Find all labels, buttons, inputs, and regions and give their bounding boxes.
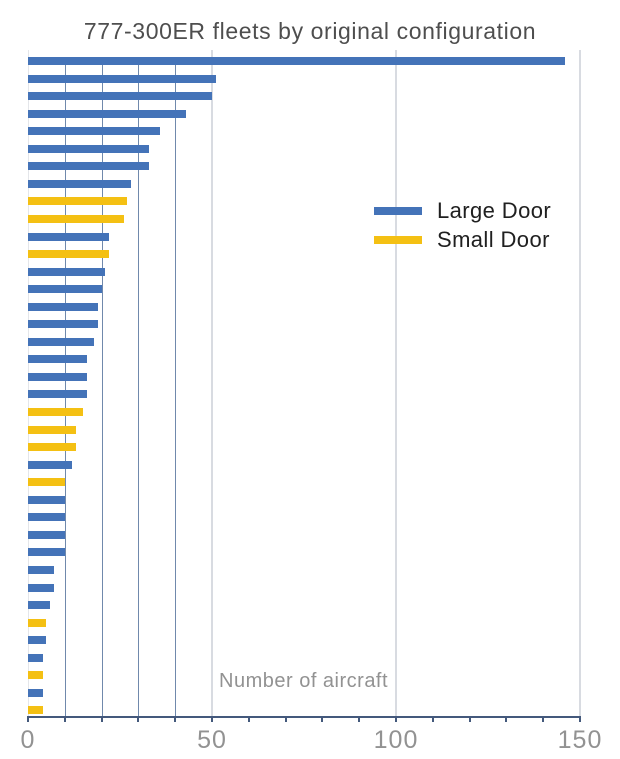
- bar-large-door: [28, 601, 51, 610]
- axis-tick-130: [505, 716, 508, 722]
- axis-tick-0: [27, 716, 29, 722]
- gridline-0: [28, 50, 29, 716]
- legend: Large Door Small Door: [374, 196, 551, 254]
- bar-small-door: [28, 408, 84, 416]
- bar-small-door: [28, 706, 43, 715]
- chart-title: 777-300ER fleets by original configurati…: [83, 18, 537, 44]
- axis-tick-30: [137, 716, 140, 722]
- axis-tick-40: [174, 716, 177, 722]
- gridline-150: [579, 50, 581, 716]
- gridline-100: [395, 50, 397, 716]
- bar-large-door: [28, 109, 187, 118]
- axis-tick-80: [321, 716, 324, 722]
- legend-label-large-door: Large Door: [437, 197, 552, 223]
- axis-tick-110: [431, 716, 434, 722]
- bar-large-door: [28, 302, 98, 311]
- bar-large-door: [28, 495, 65, 504]
- bar-large-door: [28, 179, 132, 188]
- x-tick-label-150: 150: [557, 726, 603, 754]
- gridline-30: [138, 65, 140, 716]
- bar-large-door: [28, 548, 65, 557]
- legend-item-large-door: Large Door: [374, 196, 551, 225]
- axis-tick-70: [284, 716, 287, 722]
- large-door-swatch: [374, 206, 422, 215]
- gridline-50: [211, 50, 213, 716]
- bar-large-door: [28, 583, 54, 592]
- bar-large-door: [28, 636, 47, 645]
- bar-large-door: [28, 565, 54, 574]
- bar-large-door: [28, 460, 73, 469]
- axis-tick-50: [211, 716, 213, 722]
- bar-small-door: [28, 443, 76, 452]
- axis-tick-20: [100, 716, 103, 722]
- x-tick-label-100: 100: [373, 726, 419, 754]
- bar-large-door: [28, 267, 106, 276]
- bar-large-door: [28, 355, 87, 364]
- bar-large-door: [28, 320, 98, 329]
- bar-large-door: [28, 74, 216, 83]
- bar-large-door: [28, 688, 43, 697]
- bar-large-door: [28, 144, 150, 153]
- bar-large-door: [28, 57, 566, 65]
- bar-large-door: [28, 372, 87, 381]
- legend-item-small-door: Small Door: [374, 225, 551, 254]
- axis-tick-90: [358, 716, 361, 722]
- axis-tick-10: [63, 716, 66, 722]
- gridline-40: [175, 65, 177, 716]
- bar-large-door: [28, 232, 109, 241]
- gridline-20: [101, 65, 103, 716]
- axis-tick-120: [468, 716, 471, 722]
- x-axis-label: Number of aircraft: [219, 670, 389, 692]
- bar-small-door: [28, 425, 76, 434]
- bar-large-door: [28, 92, 212, 101]
- bar-small-door: [28, 618, 47, 627]
- bar-small-door: [28, 671, 43, 680]
- axis-tick-100: [395, 716, 397, 722]
- bar-large-door: [28, 530, 65, 539]
- small-door-swatch: [374, 235, 422, 244]
- bar-small-door: [28, 478, 65, 487]
- legend-label-small-door: Small Door: [437, 226, 550, 252]
- x-tick-label-0: 0: [20, 726, 36, 754]
- bar-large-door: [28, 285, 102, 294]
- axis-tick-60: [247, 716, 250, 722]
- bar-large-door: [28, 127, 161, 136]
- bar-small-door: [28, 214, 124, 223]
- bar-small-door: [28, 250, 109, 259]
- axis-tick-150: [579, 716, 581, 722]
- bar-large-door: [28, 337, 95, 346]
- bar-large-door: [28, 162, 150, 171]
- plot-area: Number of aircraft Large Door Small Door: [27, 50, 581, 722]
- axis-tick-140: [542, 716, 545, 722]
- bar-large-door: [28, 513, 65, 522]
- bar-small-door: [28, 197, 128, 206]
- x-tick-label-50: 50: [197, 726, 227, 754]
- bar-large-door: [28, 390, 87, 399]
- bar-large-door: [28, 653, 43, 662]
